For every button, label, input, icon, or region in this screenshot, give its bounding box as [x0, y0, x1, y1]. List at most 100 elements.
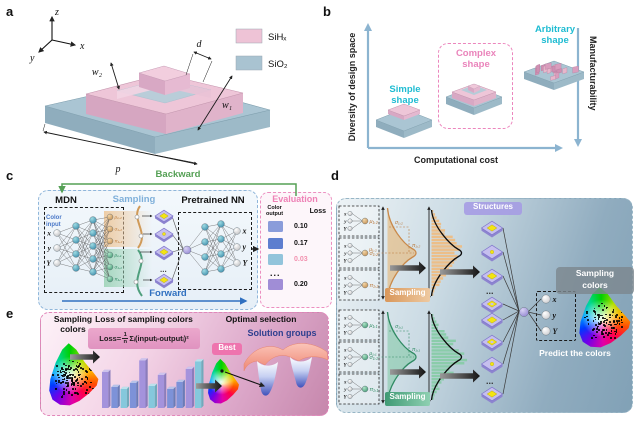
scatter-dot: [615, 329, 618, 332]
scatter-dot: [67, 381, 69, 384]
pillar: [550, 75, 557, 81]
evaluation-rows: 0.10 0.17 0.03... 0.20: [268, 221, 308, 295]
scatter-dot: [68, 374, 71, 377]
scatter-dot: [585, 315, 588, 318]
scatter-dot: [63, 378, 66, 381]
axis-z-label: z: [54, 7, 59, 18]
scatter-dot: [60, 382, 62, 384]
dim-p-label: p: [115, 164, 121, 175]
pillar: [554, 63, 562, 71]
e-sampling-colors-label: Sampling colors: [53, 314, 93, 334]
scatter-dot: [88, 386, 91, 388]
scatter-dot: [600, 314, 602, 317]
material-legend: SiHₓ SiO₂: [235, 28, 288, 71]
scatter-dot: [592, 310, 595, 313]
sio2-base-slab: [44, 79, 271, 154]
scatter-dot: [61, 368, 64, 371]
scatter-dot: [601, 314, 604, 317]
complex-shape-dashed-box: [438, 43, 513, 129]
scatter-dot: [75, 379, 78, 381]
scatter-dot: [590, 336, 593, 339]
loss-value: 0.03: [294, 256, 308, 263]
scatter-dot: [68, 371, 71, 374]
scatter-dot: [60, 368, 63, 370]
eval-row: 0.10: [268, 221, 308, 232]
scatter-dot: [593, 328, 595, 330]
formula-sum: Σᵢ(inputᵢ-outputᵢ)²: [129, 334, 189, 343]
scatter-dot: [616, 313, 619, 316]
scatter-dot: [605, 329, 608, 331]
scatter-dot: [70, 373, 72, 376]
scatter-dot: [614, 333, 617, 336]
panel-label-a: a: [6, 4, 14, 19]
scatter-dot: [69, 376, 71, 379]
pillar: [536, 63, 540, 74]
sampling-badge-bottom: Sampling: [385, 392, 430, 406]
scatter-dot: [592, 329, 595, 332]
scatter-dot: [77, 384, 79, 387]
scatter-dot: [65, 372, 67, 374]
scatter-dot: [68, 359, 71, 362]
scatter-dot: [599, 323, 602, 325]
pillar: [553, 71, 559, 79]
scatter-dot: [54, 387, 57, 390]
scatter-dot: [606, 333, 609, 336]
scatter-dot: [608, 323, 611, 326]
formula-lhs: Loss=: [99, 334, 122, 343]
predict-colors-label: Predict the colors: [539, 348, 611, 358]
scatter-dot: [601, 333, 604, 335]
scatter-dot: [75, 365, 78, 367]
scatter-dot: [68, 365, 70, 367]
scatter-dot: [594, 316, 596, 319]
best-badge: Best: [212, 343, 242, 355]
scatter-dot: [80, 385, 82, 388]
scatter-dot: [597, 305, 600, 307]
scatter-dot: [621, 316, 623, 318]
pillar: [541, 64, 546, 72]
forward-label: Forward: [149, 288, 187, 299]
complex-shape-label: Complex shape: [455, 48, 497, 70]
eval-row: 0.17: [268, 237, 308, 249]
scatter-dot: [62, 380, 64, 383]
scatter-dot: [79, 373, 82, 376]
b-right-axis-label: Manufacturability: [588, 36, 598, 111]
scatter-dot: [603, 335, 606, 338]
scatter-dot: [72, 360, 75, 363]
scatter-dot: [598, 316, 600, 318]
scatter-dot: [65, 368, 68, 370]
scatter-dot: [72, 387, 75, 390]
simple-shape-label: Simple shape: [389, 84, 421, 106]
scatter-dot: [615, 316, 618, 318]
simple-shape-structure: [375, 103, 433, 138]
scatter-dot: [63, 375, 66, 378]
sihx-ring: [85, 73, 244, 134]
scatter-dot: [621, 326, 623, 328]
scatter-dot: [596, 328, 598, 330]
scatter-dot: [604, 319, 607, 322]
scatter-dot: [610, 330, 613, 332]
scatter-dot: [615, 331, 618, 333]
scatter-dot: [618, 322, 621, 325]
scatter-dot: [78, 376, 81, 379]
pillar: [535, 66, 540, 76]
scatter-dot: [616, 322, 619, 324]
scatter-dot: [68, 392, 70, 395]
scatter-dot: [62, 375, 64, 377]
scatter-dot: [64, 368, 67, 371]
scatter-dot: [67, 367, 69, 370]
scatter-dot: [617, 320, 620, 322]
loss-title: Loss of sampling colors: [95, 314, 193, 324]
scatter-dot: [587, 319, 589, 321]
scatter-dot: [78, 364, 81, 367]
scatter-dot: [596, 331, 598, 334]
solution-groups-label: Solution groups: [247, 328, 317, 338]
scatter-dot: [56, 365, 58, 367]
mdn-dashed-box: [44, 207, 124, 293]
scatter-dot: [611, 314, 614, 317]
scatter-dot: [592, 319, 595, 322]
scatter-dot: [587, 323, 590, 326]
scatter-dot: [600, 321, 602, 324]
b-x-axis-label: Computational cost: [413, 155, 498, 165]
scatter-dot: [73, 376, 76, 378]
scatter-dot: [65, 364, 68, 367]
